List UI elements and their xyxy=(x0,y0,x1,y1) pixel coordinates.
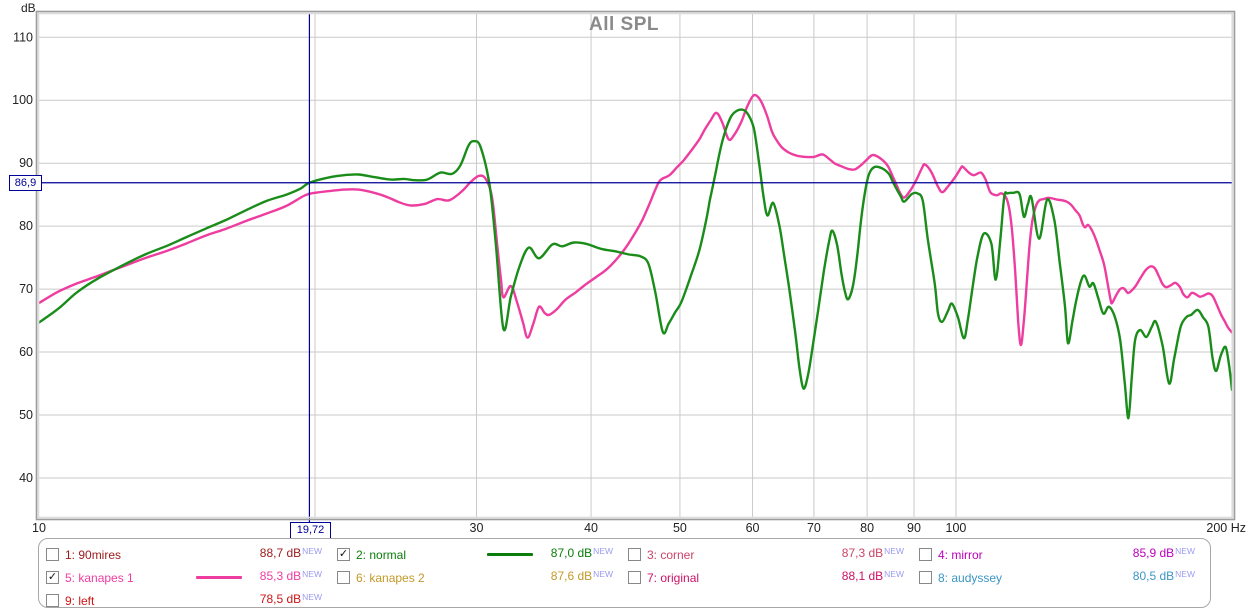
legend-label-5[interactable]: 5: kanapes 1 xyxy=(65,570,134,585)
legend-checkbox-2[interactable]: ✓ xyxy=(337,548,350,561)
legend-label-2[interactable]: 2: normal xyxy=(356,547,407,562)
legend-entry-2: ✓ 2: normal 87,0 dBNEW xyxy=(337,543,628,566)
legend-label-3[interactable]: 3: corner xyxy=(647,547,695,562)
y-tick-label: 90 xyxy=(19,156,33,170)
legend-entry-4: ✓ 4: mirror 85,9 dBNEW xyxy=(919,543,1210,566)
legend-label-4[interactable]: 4: mirror xyxy=(938,547,983,562)
y-tick-label: 110 xyxy=(13,30,33,44)
new-badge: NEW xyxy=(302,546,322,556)
new-badge: NEW xyxy=(1175,569,1195,579)
y-tick-label: 80 xyxy=(19,219,33,233)
legend-entry-1: ✓ 1: 90mires 88,7 dBNEW xyxy=(46,543,337,566)
legend-label-6[interactable]: 6: kanapes 2 xyxy=(356,570,425,585)
new-badge: NEW xyxy=(1175,546,1195,556)
x-tick-label: 60 xyxy=(746,521,760,535)
legend-checkbox-3[interactable]: ✓ xyxy=(628,548,641,561)
legend-label-1[interactable]: 1: 90mires xyxy=(65,547,122,562)
legend-entry-3: ✓ 3: corner 87,3 dBNEW xyxy=(628,543,919,566)
spl-chart[interactable]: 110 100 90 80 70 60 50 40 10 30 40 50 60 70 80 90 100 200… xyxy=(0,0,1248,538)
legend-entry-9: ✓ 9: left 78,5 dBNEW xyxy=(46,589,337,612)
legend-checkbox-1[interactable]: ✓ xyxy=(46,548,59,561)
legend-entry-5: ✓ 5: kanapes 1 85,3 dBNEW xyxy=(46,566,337,589)
y-tick-label: 70 xyxy=(19,282,33,296)
trace-2-normal xyxy=(39,108,1232,420)
legend-entry-8: ✓ 8: audyssey 80,5 dBNEW xyxy=(919,566,1210,589)
x-tick-label: 30 xyxy=(470,521,484,535)
legend-checkbox-7[interactable]: ✓ xyxy=(628,571,641,584)
legend-swatch-2 xyxy=(487,553,533,556)
x-tick-label: 70 xyxy=(807,521,821,535)
plot-background xyxy=(36,11,1235,520)
y-tick-label: 40 xyxy=(19,471,33,485)
new-badge: NEW xyxy=(593,569,613,579)
plot-border-inner xyxy=(37,12,1234,519)
legend-checkbox-6[interactable]: ✓ xyxy=(337,571,350,584)
legend-label-9[interactable]: 9: left xyxy=(65,593,95,608)
legend-checkbox-9[interactable]: ✓ xyxy=(46,594,59,607)
legend-checkbox-5[interactable]: ✓ xyxy=(46,571,59,584)
legend-checkbox-8[interactable]: ✓ xyxy=(919,571,932,584)
y-axis-unit-label: dB xyxy=(21,1,36,15)
x-tick-label: 200 Hz xyxy=(1206,521,1246,535)
new-badge: NEW xyxy=(302,592,322,602)
new-badge: NEW xyxy=(884,569,904,579)
legend-entry-7: ✓ 7: original 88,1 dBNEW xyxy=(628,566,919,589)
new-badge: NEW xyxy=(593,546,613,556)
checkmark-icon: ✓ xyxy=(47,570,58,583)
legend-label-7[interactable]: 7: original xyxy=(647,570,700,585)
new-badge: NEW xyxy=(302,569,322,579)
new-badge: NEW xyxy=(884,546,904,556)
checkmark-icon: ✓ xyxy=(338,547,349,560)
y-tick-label: 60 xyxy=(19,345,33,359)
trace-5-kanapes-1 xyxy=(39,93,1232,347)
cursor-db-readout: 86,9 xyxy=(9,175,42,191)
x-tick-label: 40 xyxy=(584,521,598,535)
x-tick-label: 100 xyxy=(946,521,967,535)
cursor-freq-readout: 19,72 xyxy=(290,522,331,539)
legend-checkbox-4[interactable]: ✓ xyxy=(919,548,932,561)
plot-border-outer xyxy=(35,10,1236,521)
x-tick-label: 90 xyxy=(907,521,921,535)
x-tick-label: 10 xyxy=(32,521,46,535)
y-tick-label: 100 xyxy=(12,93,33,107)
x-tick-label: 50 xyxy=(673,521,687,535)
legend-label-8[interactable]: 8: audyssey xyxy=(938,570,1003,585)
y-tick-label: 50 xyxy=(19,408,33,422)
legend-entry-6: ✓ 6: kanapes 2 87,6 dBNEW xyxy=(337,566,628,589)
x-tick-label: 80 xyxy=(860,521,874,535)
legend-panel: ✓ 1: 90mires 88,7 dBNEW ✓ 2: normal 87,0… xyxy=(38,538,1211,608)
legend-swatch-5 xyxy=(196,576,242,579)
